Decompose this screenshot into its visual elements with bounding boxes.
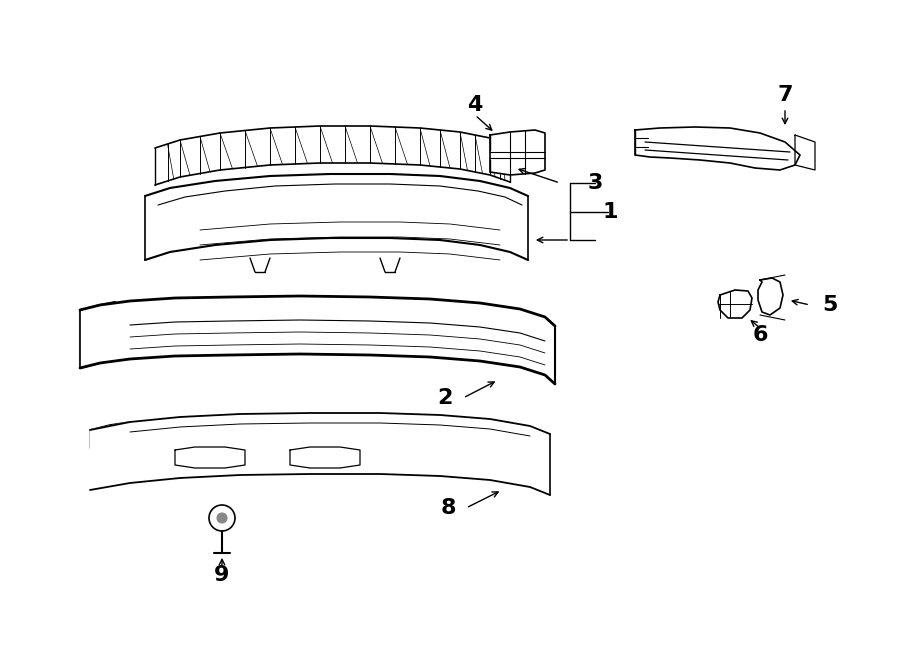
Text: 9: 9 [214,565,230,585]
Polygon shape [490,130,545,175]
Text: 5: 5 [823,295,838,315]
Text: 8: 8 [440,498,455,518]
Polygon shape [80,302,115,368]
Text: 3: 3 [588,173,603,193]
Polygon shape [90,422,130,448]
Circle shape [217,513,227,523]
Polygon shape [758,278,783,315]
Text: 2: 2 [437,388,453,408]
Text: 7: 7 [778,85,793,105]
Polygon shape [795,135,815,170]
Polygon shape [90,413,550,495]
Polygon shape [145,174,528,260]
Text: 4: 4 [467,95,482,115]
Polygon shape [718,290,752,318]
Polygon shape [175,447,245,468]
Text: 1: 1 [602,202,617,222]
Polygon shape [290,447,360,468]
Polygon shape [155,126,510,185]
Polygon shape [80,296,555,384]
Polygon shape [635,127,800,170]
Text: 6: 6 [752,325,768,345]
